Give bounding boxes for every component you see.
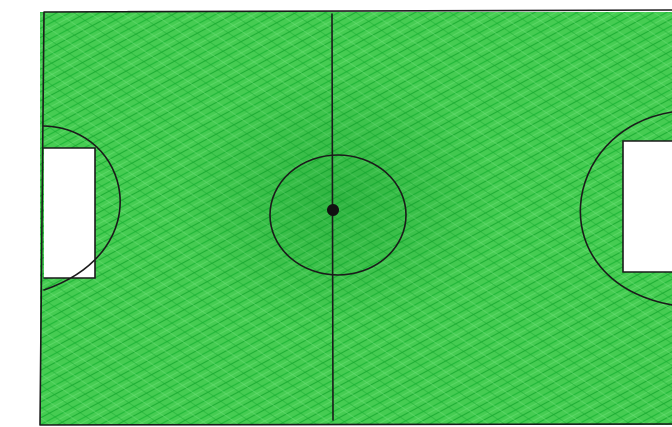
center-shading [178,70,498,330]
center-circle [269,154,407,276]
touchline [39,9,672,426]
right-goal-area [623,141,672,272]
left-goal-area [44,148,95,278]
right-goal-box [622,140,672,273]
left-penalty-arc [43,125,121,291]
halfway-line [331,13,334,421]
field-lines [39,9,672,426]
right-penalty-arc [579,111,672,306]
center-spot [327,204,339,216]
left-goal-box [43,147,96,279]
